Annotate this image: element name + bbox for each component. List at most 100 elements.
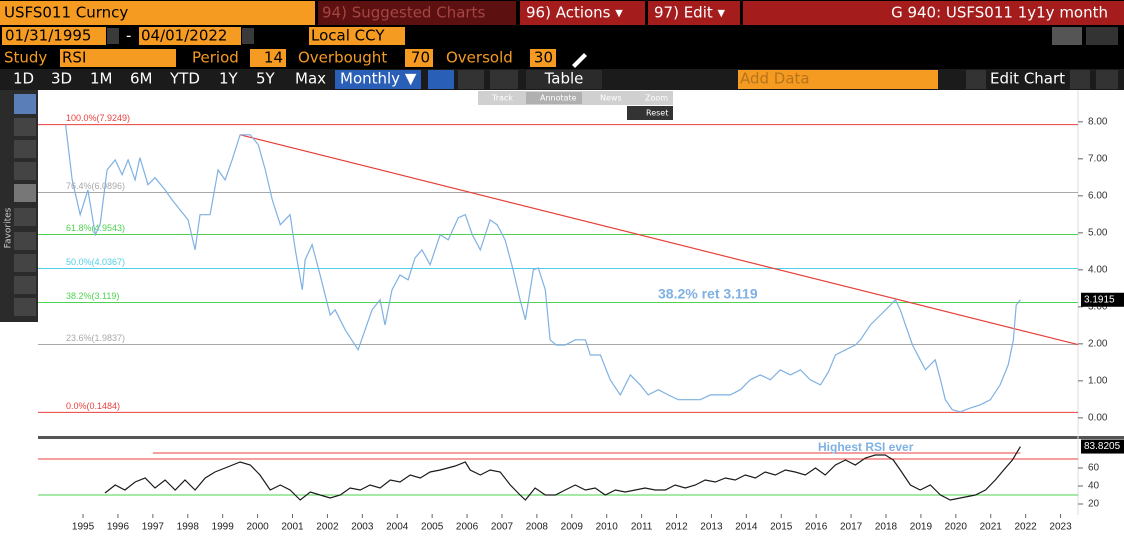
x-tick-label: 1998 — [177, 522, 200, 533]
x-tick-label: 2011 — [631, 522, 653, 533]
bar-chart-button[interactable] — [458, 70, 484, 89]
add-data-field[interactable] — [738, 70, 938, 89]
range-button[interactable]: 5Y — [256, 70, 276, 88]
reset-button[interactable] — [627, 106, 673, 120]
range-button[interactable]: 1Y — [219, 70, 239, 88]
menu-button[interactable] — [648, 1, 740, 25]
settings-icon[interactable] — [1070, 70, 1090, 89]
security-field[interactable] — [0, 1, 315, 25]
tool-button[interactable] — [14, 298, 36, 316]
last-value-box — [1081, 292, 1124, 307]
x-tick-label: 2023 — [1049, 522, 1072, 533]
table-label[interactable]: Table — [544, 70, 584, 88]
menu-button[interactable] — [318, 1, 516, 25]
start-date[interactable]: 01/31/1995 — [5, 27, 91, 45]
x-tick-label: 2017 — [840, 522, 863, 533]
end-date[interactable]: 04/01/2022 — [141, 27, 227, 45]
range-button[interactable]: Max — [295, 70, 326, 88]
x-tick-label: 2021 — [980, 522, 1003, 533]
last-value: 83.8205 — [1084, 441, 1121, 452]
y-tick-label: 5.00 — [1088, 227, 1108, 238]
range-button[interactable]: 1M — [90, 70, 113, 88]
x-tick-label: 2003 — [351, 522, 374, 533]
overbought-field[interactable] — [405, 49, 433, 67]
range-button[interactable]: 1D — [13, 70, 34, 88]
menu-label[interactable]: 97) Edit ▾ — [654, 4, 726, 22]
frequency[interactable]: Monthly ▼ — [340, 70, 417, 88]
tool-button[interactable] — [14, 184, 36, 202]
tool-button[interactable] — [14, 162, 36, 180]
edit-icon[interactable] — [966, 70, 986, 89]
x-tick-label: 2000 — [246, 522, 269, 533]
oversold-label: Oversold — [446, 49, 513, 67]
currency[interactable]: Local CCY — [311, 27, 385, 45]
x-tick-label: 2019 — [910, 522, 933, 533]
tool-button[interactable] — [14, 208, 36, 226]
tool-button[interactable] — [14, 232, 36, 250]
frequency-button[interactable] — [335, 70, 421, 89]
level-label: 38.2%(3.119) — [66, 291, 119, 301]
period-value[interactable]: 14 — [264, 49, 283, 67]
line-chart-button[interactable] — [428, 70, 454, 89]
overbought-label: Overbought — [298, 49, 387, 67]
mini-tool[interactable]: Annotate — [540, 94, 577, 103]
gear-icon[interactable] — [1096, 70, 1118, 89]
mini-tool[interactable]: Zoom — [645, 94, 668, 103]
x-tick-label: 2010 — [596, 522, 619, 533]
edit-chart[interactable]: Edit Chart — [990, 70, 1065, 88]
x-tick-label: 2008 — [526, 522, 549, 533]
x-tick-label: 2009 — [561, 522, 584, 533]
pencil-icon[interactable] — [572, 53, 587, 68]
tool-button[interactable] — [14, 254, 36, 272]
tool-button[interactable] — [14, 140, 36, 158]
y-tick-label: 6.00 — [1088, 190, 1108, 201]
table-button[interactable] — [526, 70, 602, 89]
tool-button[interactable] — [14, 94, 36, 114]
currency-field[interactable] — [309, 27, 405, 45]
reset-label[interactable]: Reset — [646, 109, 668, 118]
range-button[interactable]: YTD — [169, 70, 200, 88]
menu-label[interactable]: 96) Actions ▾ — [526, 4, 623, 22]
range-button[interactable]: 3D — [51, 70, 72, 88]
range-button[interactable]: 6M — [130, 70, 153, 88]
overbought-value[interactable]: 70 — [411, 49, 430, 67]
period-field[interactable] — [250, 49, 286, 67]
menu-label[interactable]: 94) Suggested Charts — [322, 4, 485, 22]
oversold-field[interactable] — [530, 49, 556, 67]
redo-button[interactable] — [1086, 27, 1118, 45]
study-value[interactable]: RSI — [62, 49, 86, 67]
level-label: 0.0%(0.1484) — [66, 401, 120, 411]
y-tick-label: 7.00 — [1088, 153, 1108, 164]
annotation: 38.2% ret 3.119 — [658, 286, 758, 302]
tool-button[interactable] — [14, 276, 36, 294]
date-field[interactable] — [139, 27, 241, 45]
date-field[interactable] — [2, 27, 106, 45]
y-tick-label: 8.00 — [1088, 116, 1108, 127]
sidebar-label[interactable]: Favorites — [4, 207, 14, 248]
x-tick-label: 2018 — [875, 522, 898, 533]
chart-bg — [0, 90, 1124, 538]
tool-button[interactable] — [14, 118, 36, 136]
add-data[interactable]: Add Data — [740, 70, 810, 88]
mini-tool[interactable]: News — [600, 94, 622, 103]
y-tick-label: 40 — [1088, 481, 1100, 492]
calendar-icon[interactable] — [107, 28, 119, 44]
x-tick-label: 2006 — [456, 522, 479, 533]
undo-button[interactable] — [1052, 27, 1082, 45]
mini-tool[interactable]: Track — [491, 94, 513, 103]
x-tick-label: 2022 — [1015, 522, 1038, 533]
x-tick-label: 2002 — [316, 522, 339, 533]
menu-button[interactable] — [520, 1, 645, 25]
x-tick-label: 2001 — [281, 522, 304, 533]
dropdown-button[interactable] — [490, 70, 518, 89]
calendar-icon[interactable] — [242, 28, 254, 44]
y-tick-label: 1.00 — [1088, 376, 1108, 387]
security[interactable]: USFS011 Curncy — [4, 4, 128, 22]
study-field[interactable] — [60, 49, 176, 67]
x-tick-label: 2013 — [700, 522, 723, 533]
oversold-value[interactable]: 30 — [534, 49, 553, 67]
y-tick-label: 0.00 — [1088, 413, 1108, 424]
x-tick-label: 2020 — [945, 522, 968, 533]
y-tick-label: 4.00 — [1088, 264, 1108, 275]
level-label: 23.6%(1.9837) — [66, 333, 125, 343]
